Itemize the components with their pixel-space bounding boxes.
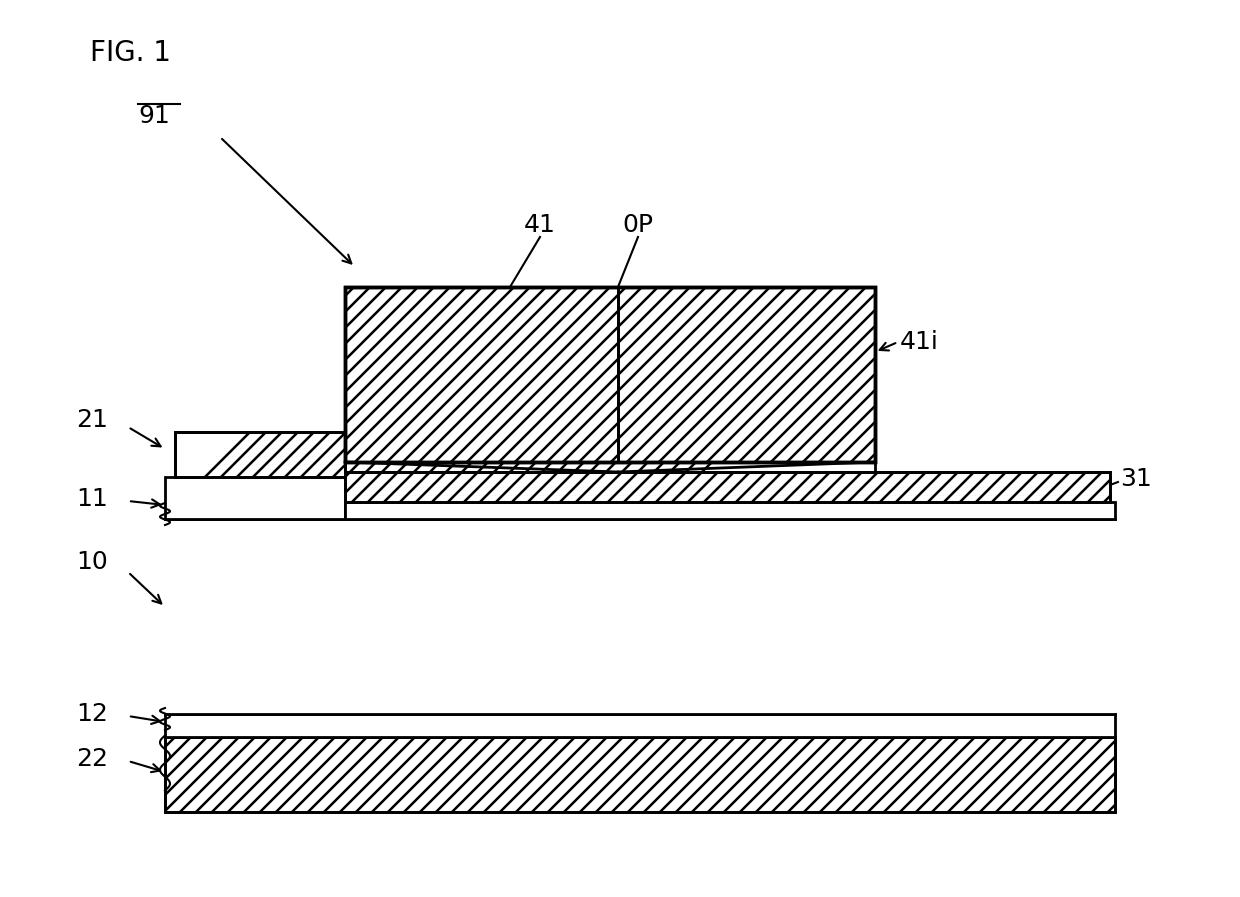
Bar xyxy=(345,502,1115,519)
Bar xyxy=(345,472,1110,502)
Polygon shape xyxy=(345,462,618,472)
Bar xyxy=(345,472,1110,502)
Bar xyxy=(175,432,345,477)
Text: 91: 91 xyxy=(138,104,170,128)
Bar xyxy=(345,287,618,462)
Text: 21: 21 xyxy=(76,408,108,432)
Bar xyxy=(175,432,345,477)
Bar xyxy=(618,287,875,462)
Text: 41: 41 xyxy=(525,213,556,237)
Text: 12: 12 xyxy=(76,702,108,726)
Text: 0P: 0P xyxy=(622,213,653,237)
Bar xyxy=(165,477,345,519)
Polygon shape xyxy=(618,462,875,472)
Bar xyxy=(165,519,1115,714)
Bar xyxy=(345,287,875,462)
Bar xyxy=(165,714,1115,737)
Text: 22: 22 xyxy=(76,747,108,771)
Bar xyxy=(345,287,875,462)
Text: 11: 11 xyxy=(76,487,108,511)
Text: FIG. 1: FIG. 1 xyxy=(91,39,171,67)
Bar xyxy=(165,737,1115,812)
Bar xyxy=(345,462,875,472)
Text: 10: 10 xyxy=(76,550,108,574)
Text: 41i: 41i xyxy=(900,330,939,354)
Text: 31: 31 xyxy=(1120,467,1152,491)
Bar xyxy=(165,737,1115,812)
